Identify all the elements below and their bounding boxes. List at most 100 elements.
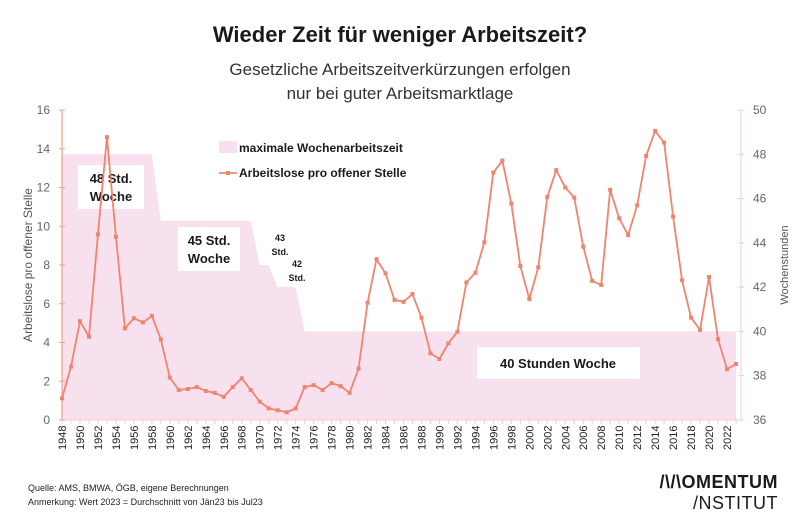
unemployment-point-1965 — [212, 390, 217, 395]
unemployment-point-1964 — [203, 388, 208, 393]
unemployment-point-1975 — [302, 385, 307, 390]
annotation-40-std: 40 Stunden Woche — [500, 356, 616, 371]
unemployment-point-1984 — [383, 271, 388, 276]
x-tick-label: 1950 — [75, 426, 87, 450]
x-tick-label: 2016 — [668, 426, 680, 450]
legend-swatch-area — [219, 141, 237, 153]
momentum-logo: /\/\OMENTUM /NSTITUT — [660, 472, 779, 514]
x-tick-label: 2010 — [614, 426, 626, 450]
subtitle-line: Gesetzliche Arbeitszeitverkürzungen erfo… — [229, 60, 571, 79]
unemployment-point-2011 — [626, 233, 631, 238]
logo-line1: /\/\OMENTUM — [659, 472, 778, 492]
unemployment-point-1972 — [275, 408, 280, 413]
unemployment-point-1968 — [239, 376, 244, 381]
unemployment-point-2015 — [662, 140, 667, 145]
legend-label-area: maximale Wochenarbeitszeit — [239, 141, 403, 155]
x-tick-label: 2014 — [650, 426, 662, 450]
unemployment-point-1967 — [230, 385, 235, 390]
unemployment-point-1955 — [122, 326, 127, 331]
annotation-40-std-box — [477, 347, 640, 379]
unemployment-point-1969 — [248, 387, 253, 392]
unemployment-point-2003 — [554, 168, 559, 173]
x-tick-label: 1948 — [57, 426, 69, 450]
unemployment-point-2006 — [581, 244, 586, 249]
y-tick-label: 6 — [43, 297, 50, 311]
x-tick-label: 2002 — [542, 426, 554, 450]
logo-line2: /NSTITUT — [693, 493, 778, 513]
x-tick-label: 1956 — [129, 426, 141, 450]
x-tick-label: 1958 — [147, 426, 159, 450]
source-notes: Quelle: AMS, BMWA, ÖGB, eigene Berechnun… — [28, 481, 263, 509]
unemployment-point-2020 — [707, 275, 712, 280]
unemployment-point-2016 — [671, 214, 676, 219]
x-tick-label: 1986 — [398, 426, 410, 450]
unemployment-point-2021 — [716, 337, 721, 342]
chart-title: Wieder Zeit für weniger Arbeitszeit? — [212, 22, 588, 47]
unemployment-point-2010 — [617, 216, 622, 221]
unemployment-point-1970 — [257, 399, 262, 404]
unemployment-point-1977 — [320, 387, 325, 392]
y2-tick-label: 46 — [753, 192, 767, 206]
unemployment-point-1985 — [392, 297, 397, 302]
unemployment-point-1999 — [518, 263, 523, 268]
unemployment-point-2009 — [608, 187, 613, 192]
unemployment-point-2013 — [644, 153, 649, 158]
x-tick-label: 1962 — [183, 426, 195, 450]
source-text: Quelle: AMS, BMWA, ÖGB, eigene Berechnun… — [28, 483, 229, 493]
annotation-43-std: 43 — [275, 233, 285, 243]
x-tick-label: 2008 — [596, 426, 608, 450]
unemployment-point-2000 — [527, 296, 532, 301]
annotation-42-std: Std. — [289, 273, 306, 283]
unemployment-point-1983 — [374, 257, 379, 262]
unemployment-point-2001 — [536, 265, 541, 270]
x-tick-label: 1954 — [111, 426, 123, 450]
unemployment-point-1948 — [60, 396, 64, 401]
unemployment-point-1979 — [338, 384, 343, 389]
unemployment-point-1986 — [401, 299, 406, 304]
x-tick-label: 2004 — [560, 426, 572, 450]
y2-tick-label: 48 — [753, 147, 767, 161]
unemployment-point-1951 — [86, 334, 91, 339]
unemployment-point-1952 — [95, 232, 100, 237]
unemployment-point-1954 — [113, 234, 118, 239]
unemployment-point-2012 — [635, 203, 640, 208]
unemployment-point-1993 — [464, 280, 469, 285]
note-text: Anmerkung: Wert 2023 = Durchschnitt von … — [28, 497, 263, 507]
x-tick-label: 1982 — [363, 426, 375, 450]
legend-swatch-marker — [226, 171, 230, 175]
unemployment-point-1953 — [104, 135, 109, 140]
legend-label-line: Arbeitslose pro offener Stelle — [239, 166, 407, 180]
unemployment-point-1957 — [140, 320, 145, 325]
y2-tick-label: 36 — [753, 413, 767, 427]
unemployment-point-1990 — [437, 356, 442, 361]
unemployment-point-1996 — [491, 170, 496, 175]
x-tick-label: 1998 — [506, 426, 518, 450]
subtitle-line: nur bei guter Arbeitsmarktlage — [286, 84, 514, 103]
x-tick-label: 2022 — [722, 426, 734, 450]
annotation-45-std: Woche — [188, 251, 230, 266]
x-tick-label: 1972 — [273, 426, 285, 450]
y-tick-label: 0 — [43, 413, 50, 427]
unemployment-point-1963 — [194, 385, 199, 390]
chart-subtitle: Gesetzliche Arbeitszeitverkürzungen erfo… — [0, 58, 800, 106]
y2-tick-label: 38 — [753, 369, 767, 383]
x-tick-label: 1974 — [291, 426, 303, 450]
x-tick-label: 1980 — [345, 426, 357, 450]
y-tick-label: 2 — [43, 374, 50, 388]
annotation-45-std-box — [178, 227, 240, 271]
unemployment-point-1987 — [410, 292, 415, 297]
unemployment-point-1991 — [446, 341, 451, 346]
unemployment-point-1997 — [500, 158, 505, 163]
x-tick-label: 1966 — [219, 426, 231, 450]
unemployment-point-1988 — [419, 315, 424, 320]
x-tick-label: 1992 — [452, 426, 464, 450]
unemployment-point-1978 — [329, 381, 334, 386]
unemployment-point-2019 — [698, 327, 703, 332]
unemployment-point-2017 — [680, 278, 685, 283]
x-tick-label: 1976 — [309, 426, 321, 450]
y2-axis-title: Wochenstunden — [779, 225, 791, 304]
y2-tick-label: 44 — [753, 236, 767, 250]
x-tick-label: 1964 — [201, 426, 213, 450]
unemployment-point-1956 — [131, 316, 136, 321]
